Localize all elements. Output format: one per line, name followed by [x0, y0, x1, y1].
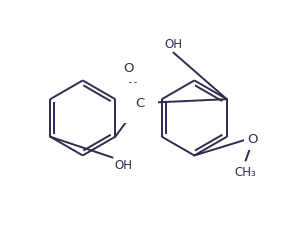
Text: C: C: [135, 97, 145, 110]
Text: CH₃: CH₃: [235, 166, 256, 179]
Text: OH: OH: [165, 38, 183, 51]
Text: OH: OH: [114, 159, 132, 173]
Text: O: O: [123, 62, 133, 75]
Text: O: O: [248, 133, 258, 146]
